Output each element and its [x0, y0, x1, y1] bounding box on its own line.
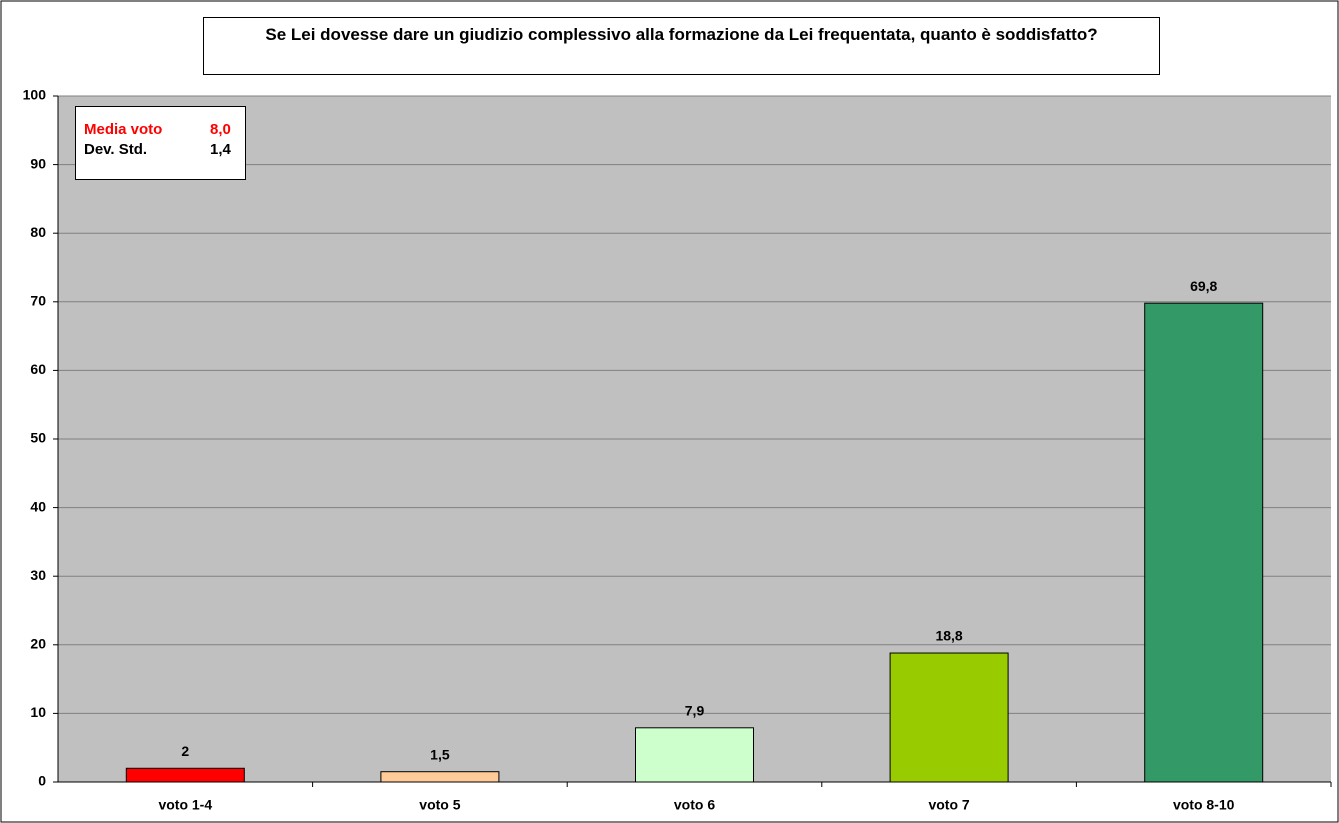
y-tick-label: 80	[30, 224, 46, 240]
bar	[125, 767, 245, 783]
data-label: 7,9	[685, 703, 705, 719]
annotation-text: 1,4	[210, 141, 231, 158]
x-tick-label: voto 1-4	[158, 797, 212, 813]
chart-title: Se Lei dovesse dare un giudizio compless…	[203, 17, 1160, 75]
x-tick-label: voto 7	[928, 797, 969, 813]
bar	[1144, 302, 1264, 783]
y-tick-label: 60	[30, 361, 46, 377]
x-tick-label: voto 6	[674, 797, 715, 813]
y-tick-label: 20	[30, 636, 46, 652]
x-tick-label: voto 5	[419, 797, 460, 813]
annotation-label: Media voto	[84, 121, 163, 138]
y-tick-label: 30	[30, 567, 46, 583]
y-tick-label: 100	[23, 87, 47, 103]
annotation-box: Media voto 8,0 Dev. Std. 1,4	[75, 106, 246, 180]
data-label: 18,8	[935, 628, 962, 644]
annotation-label: Dev. Std.	[84, 141, 148, 158]
annotation-text: 8,0	[210, 121, 231, 138]
annotation-row: Dev. Std. 1,4	[84, 141, 245, 161]
y-tick-label: 10	[30, 704, 46, 720]
annotation-row: Media voto 8,0	[84, 121, 245, 141]
bar	[635, 727, 754, 783]
x-tick-label: voto 8-10	[1173, 797, 1235, 813]
bar	[380, 771, 500, 783]
y-tick-label: 0	[38, 773, 46, 789]
y-tick-label: 90	[30, 155, 46, 171]
bar	[889, 652, 1009, 783]
y-tick-label: 70	[30, 293, 46, 309]
y-tick-label: 50	[30, 430, 46, 446]
data-label: 1,5	[430, 746, 450, 762]
y-tick-label: 40	[30, 498, 46, 514]
data-label: 2	[181, 743, 189, 759]
data-label: 69,8	[1190, 278, 1217, 294]
